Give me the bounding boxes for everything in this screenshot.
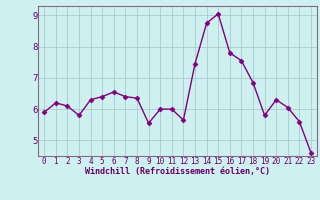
X-axis label: Windchill (Refroidissement éolien,°C): Windchill (Refroidissement éolien,°C) xyxy=(85,167,270,176)
